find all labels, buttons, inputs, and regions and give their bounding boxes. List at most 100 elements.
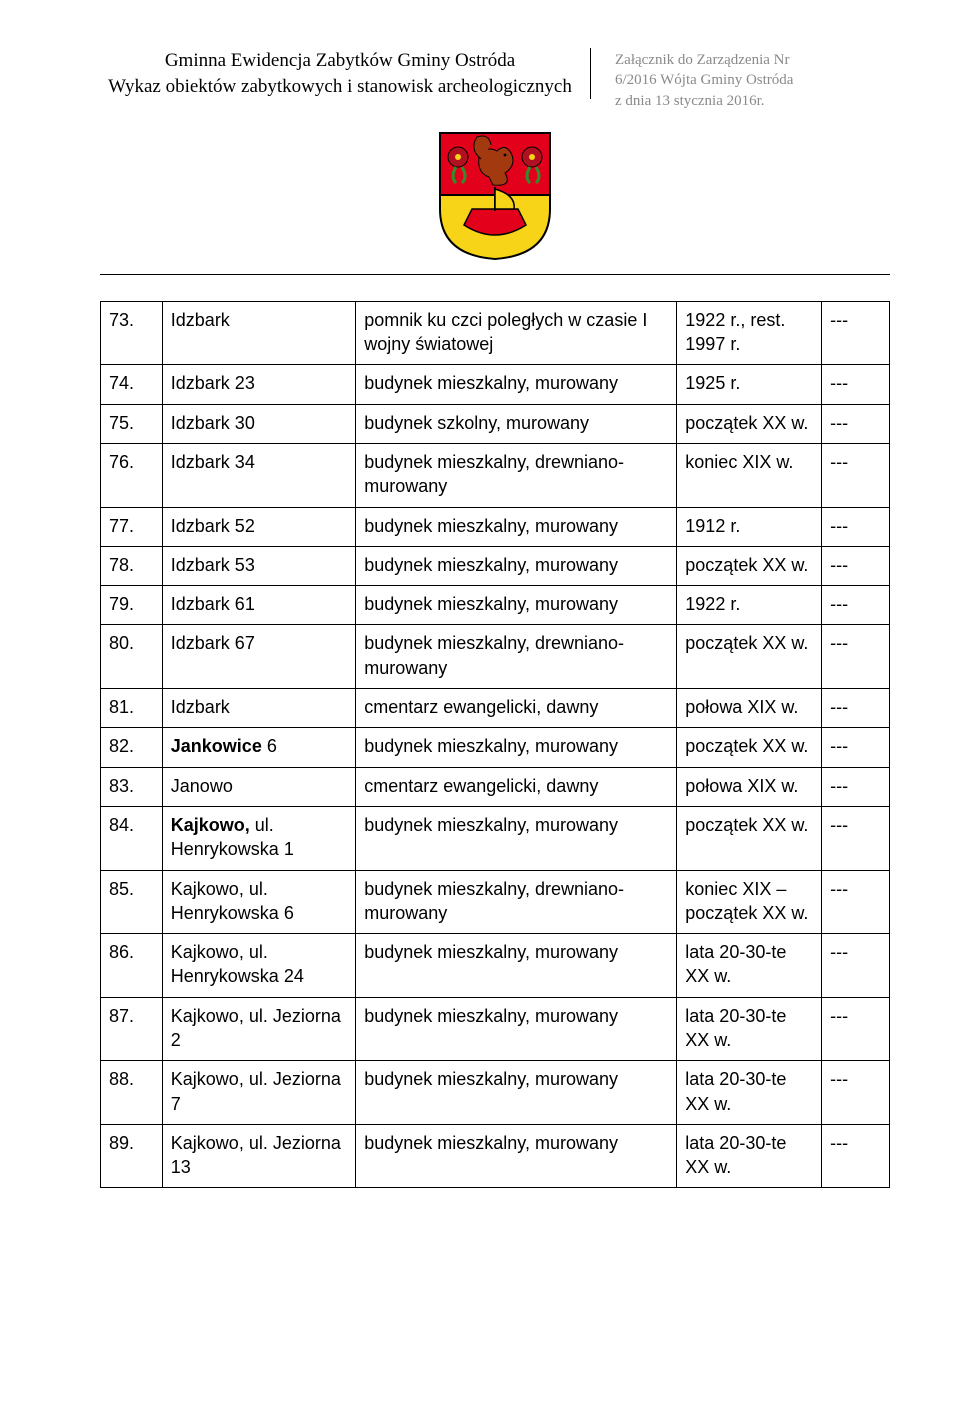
row-number: 87. — [101, 997, 163, 1061]
row-date: 1925 r. — [677, 365, 822, 404]
row-location: Idzbark — [162, 301, 355, 365]
row-object: budynek mieszkalny, murowany — [356, 586, 677, 625]
row-date: koniec XIX – początek XX w. — [677, 870, 822, 934]
row-date: lata 20-30-te XX w. — [677, 997, 822, 1061]
table-row: 74.Idzbark 23budynek mieszkalny, murowan… — [101, 365, 890, 404]
row-number: 84. — [101, 806, 163, 870]
records-table: 73.Idzbarkpomnik ku czci poległych w cza… — [100, 301, 890, 1189]
coat-of-arms-icon — [100, 129, 890, 266]
row-object: budynek mieszkalny, murowany — [356, 997, 677, 1061]
row-date: lata 20-30-te XX w. — [677, 1061, 822, 1125]
row-date: 1922 r. — [677, 586, 822, 625]
table-row: 85.Kajkowo, ul. Henrykowska 6budynek mie… — [101, 870, 890, 934]
page-header: Gminna Ewidencja Zabytków Gminy Ostróda … — [100, 48, 890, 111]
row-location: Idzbark 34 — [162, 443, 355, 507]
row-location: Idzbark 52 — [162, 507, 355, 546]
row-date: koniec XIX w. — [677, 443, 822, 507]
row-mark: --- — [822, 689, 890, 728]
table-row: 73.Idzbarkpomnik ku czci poległych w cza… — [101, 301, 890, 365]
row-object: cmentarz ewangelicki, dawny — [356, 689, 677, 728]
annex-line-1: Załącznik do Zarządzenia Nr — [615, 50, 793, 70]
table-row: 78.Idzbark 53budynek mieszkalny, murowan… — [101, 546, 890, 585]
row-number: 76. — [101, 443, 163, 507]
row-mark: --- — [822, 1124, 890, 1188]
row-object: budynek mieszkalny, murowany — [356, 934, 677, 998]
title-line-2: Wykaz obiektów zabytkowych i stanowisk a… — [100, 74, 580, 100]
row-object: budynek mieszkalny, murowany — [356, 728, 677, 767]
row-mark: --- — [822, 404, 890, 443]
row-date: początek XX w. — [677, 806, 822, 870]
row-number: 83. — [101, 767, 163, 806]
row-date: lata 20-30-te XX w. — [677, 934, 822, 998]
row-object: budynek mieszkalny, murowany — [356, 806, 677, 870]
row-date: połowa XIX w. — [677, 767, 822, 806]
table-row: 81.Idzbarkcmentarz ewangelicki, dawnypoł… — [101, 689, 890, 728]
row-mark: --- — [822, 586, 890, 625]
table-row: 83.Janowocmentarz ewangelicki, dawnypoło… — [101, 767, 890, 806]
row-location: Idzbark — [162, 689, 355, 728]
row-location: Idzbark 61 — [162, 586, 355, 625]
separator-line — [100, 274, 890, 275]
row-number: 75. — [101, 404, 163, 443]
row-number: 85. — [101, 870, 163, 934]
row-location: Kajkowo, ul. Jeziorna 2 — [162, 997, 355, 1061]
row-date: początek XX w. — [677, 404, 822, 443]
row-object: budynek mieszkalny, murowany — [356, 365, 677, 404]
row-object: budynek mieszkalny, drewniano-murowany — [356, 625, 677, 689]
row-object: cmentarz ewangelicki, dawny — [356, 767, 677, 806]
row-date: początek XX w. — [677, 625, 822, 689]
row-date: lata 20-30-te XX w. — [677, 1124, 822, 1188]
row-number: 89. — [101, 1124, 163, 1188]
row-number: 88. — [101, 1061, 163, 1125]
row-date: połowa XIX w. — [677, 689, 822, 728]
row-number: 78. — [101, 546, 163, 585]
row-mark: --- — [822, 767, 890, 806]
table-row: 87.Kajkowo, ul. Jeziorna 2budynek mieszk… — [101, 997, 890, 1061]
table-row: 88.Kajkowo, ul. Jeziorna 7budynek mieszk… — [101, 1061, 890, 1125]
row-location: Idzbark 67 — [162, 625, 355, 689]
annex-box: Załącznik do Zarządzenia Nr 6/2016 Wójta… — [615, 48, 793, 111]
table-row: 77.Idzbark 52budynek mieszkalny, murowan… — [101, 507, 890, 546]
table-row: 86.Kajkowo, ul. Henrykowska 24budynek mi… — [101, 934, 890, 998]
table-row: 84.Kajkowo, ul. Henrykowska 1budynek mie… — [101, 806, 890, 870]
row-object: budynek mieszkalny, murowany — [356, 546, 677, 585]
row-mark: --- — [822, 1061, 890, 1125]
row-mark: --- — [822, 443, 890, 507]
row-mark: --- — [822, 301, 890, 365]
row-mark: --- — [822, 728, 890, 767]
row-mark: --- — [822, 934, 890, 998]
row-date: 1922 r., rest. 1997 r. — [677, 301, 822, 365]
row-mark: --- — [822, 365, 890, 404]
row-object: budynek szkolny, murowany — [356, 404, 677, 443]
row-object: budynek mieszkalny, drewniano-murowany — [356, 443, 677, 507]
row-location: Kajkowo, ul. Jeziorna 13 — [162, 1124, 355, 1188]
title-line-1: Gminna Ewidencja Zabytków Gminy Ostróda — [100, 48, 580, 74]
row-mark: --- — [822, 546, 890, 585]
annex-line-2: 6/2016 Wójta Gminy Ostróda — [615, 70, 793, 90]
row-number: 86. — [101, 934, 163, 998]
row-object: budynek mieszkalny, drewniano-murowany — [356, 870, 677, 934]
row-date: początek XX w. — [677, 728, 822, 767]
table-row: 75.Idzbark 30budynek szkolny, murowanypo… — [101, 404, 890, 443]
row-date: początek XX w. — [677, 546, 822, 585]
row-location: Idzbark 23 — [162, 365, 355, 404]
row-date: 1912 r. — [677, 507, 822, 546]
annex-line-3: z dnia 13 stycznia 2016r. — [615, 91, 793, 111]
row-location: Kajkowo, ul. Henrykowska 1 — [162, 806, 355, 870]
table-row: 76.Idzbark 34budynek mieszkalny, drewnia… — [101, 443, 890, 507]
row-location: Idzbark 30 — [162, 404, 355, 443]
row-location: Kajkowo, ul. Henrykowska 24 — [162, 934, 355, 998]
row-location: Kajkowo, ul. Henrykowska 6 — [162, 870, 355, 934]
row-location: Kajkowo, ul. Jeziorna 7 — [162, 1061, 355, 1125]
row-number: 73. — [101, 301, 163, 365]
row-mark: --- — [822, 507, 890, 546]
row-number: 74. — [101, 365, 163, 404]
row-mark: --- — [822, 870, 890, 934]
table-row: 79.Idzbark 61budynek mieszkalny, murowan… — [101, 586, 890, 625]
row-object: budynek mieszkalny, murowany — [356, 1124, 677, 1188]
row-number: 81. — [101, 689, 163, 728]
row-object: pomnik ku czci poległych w czasie I wojn… — [356, 301, 677, 365]
table-row: 82.Jankowice 6budynek mieszkalny, murowa… — [101, 728, 890, 767]
table-row: 80.Idzbark 67budynek mieszkalny, drewnia… — [101, 625, 890, 689]
row-number: 80. — [101, 625, 163, 689]
